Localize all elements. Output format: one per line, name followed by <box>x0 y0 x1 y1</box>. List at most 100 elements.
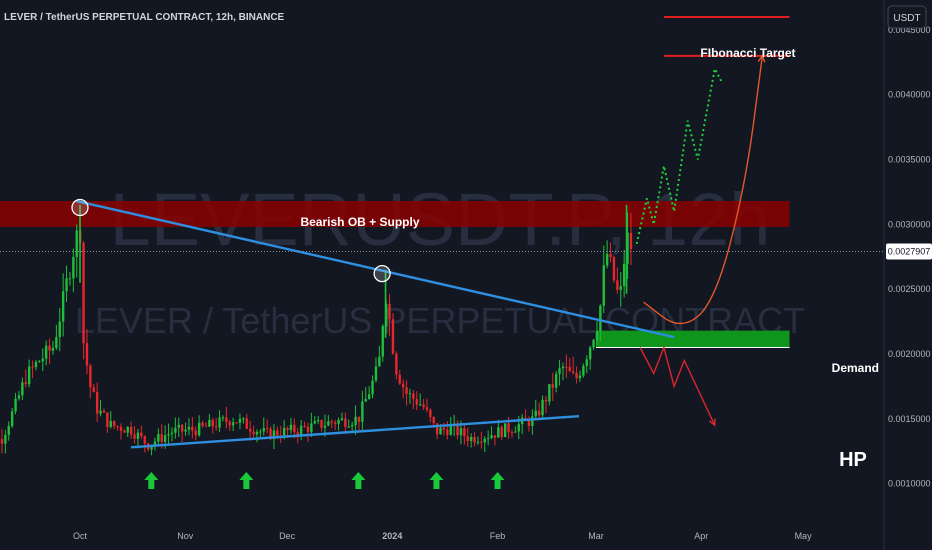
candle-body <box>330 421 333 423</box>
candle-body <box>565 366 568 368</box>
candle <box>531 409 534 435</box>
candle-body <box>626 232 629 264</box>
candle <box>534 399 537 419</box>
candle <box>469 433 473 448</box>
target-label: FIbonacci Target <box>700 46 795 60</box>
candle-body <box>265 428 269 430</box>
candle-body <box>41 358 44 362</box>
candle-body <box>391 319 395 354</box>
candle-body <box>82 243 85 344</box>
candle-body <box>578 375 582 379</box>
supply-zone-label: Bearish OB + Supply <box>300 215 419 229</box>
candle-body <box>323 425 327 428</box>
candle-body <box>204 425 208 427</box>
candle <box>4 430 7 454</box>
curve-projection-path <box>643 55 764 325</box>
candle-body <box>140 432 143 437</box>
current-price-badge: 0.0027907 <box>886 243 932 260</box>
candle <box>605 240 609 269</box>
candle <box>167 423 170 445</box>
candle-body <box>483 438 486 443</box>
candle <box>558 360 561 386</box>
candle-body <box>252 431 255 435</box>
candle-body <box>31 366 34 368</box>
candle <box>133 426 136 444</box>
candle-body <box>123 430 126 433</box>
candle <box>72 248 75 293</box>
candle-body <box>442 427 446 430</box>
candle-body <box>595 331 599 340</box>
candle <box>55 324 58 350</box>
candle-body <box>157 434 160 442</box>
candle <box>446 420 449 440</box>
candle <box>357 416 361 432</box>
candle-body <box>357 416 361 422</box>
candle <box>599 304 602 342</box>
highlight-circle <box>373 264 391 283</box>
candle-body <box>575 372 578 379</box>
candle <box>622 249 626 298</box>
candle-body <box>446 429 449 435</box>
candle-body <box>405 387 408 394</box>
candle-body <box>7 426 10 435</box>
candle <box>592 338 595 351</box>
currency-label[interactable]: USDT <box>893 13 920 24</box>
candle <box>344 412 347 433</box>
candle <box>544 395 548 414</box>
candle-body <box>167 433 170 436</box>
candle <box>21 377 24 400</box>
candle-body <box>184 429 187 432</box>
currency-button[interactable]: USDT <box>887 5 927 29</box>
time-tick-label: Feb <box>490 531 506 541</box>
candle-body <box>507 423 510 433</box>
candle-body <box>112 420 116 427</box>
price-tick-label: 0.0040000 <box>888 90 931 100</box>
candle <box>405 380 408 406</box>
candle <box>337 417 340 431</box>
time-tick-label: Mar <box>588 531 604 541</box>
candle <box>7 421 10 441</box>
candle-body <box>109 420 112 427</box>
candle <box>68 271 72 286</box>
candle <box>350 421 354 432</box>
candle <box>619 272 622 307</box>
candle <box>248 420 252 441</box>
ascending-support-trendline <box>130 414 580 449</box>
candle <box>568 358 571 372</box>
candle <box>313 416 316 425</box>
candle-body <box>163 435 167 442</box>
candle-body <box>85 343 89 366</box>
demand-zone <box>596 330 790 348</box>
candle <box>262 417 265 436</box>
price-tick-label: 0.0010000 <box>888 479 931 489</box>
candle-body <box>425 407 429 410</box>
candle <box>490 426 493 440</box>
candle <box>595 321 599 346</box>
candle-body <box>221 417 225 419</box>
price-axis[interactable]: 0.0045000 0.0040000 0.0035000 0.0030000 0.00… <box>888 25 931 489</box>
time-tick-label: Dec <box>279 531 296 541</box>
candle <box>612 255 616 283</box>
candle-body <box>313 421 316 424</box>
candle <box>10 407 14 428</box>
candle-body <box>242 418 245 420</box>
candle <box>425 398 429 413</box>
candle <box>221 415 225 422</box>
candle <box>330 419 333 429</box>
support-arrow-icon <box>351 472 366 489</box>
candle <box>415 391 418 411</box>
candle <box>112 420 116 430</box>
candle-body <box>548 384 551 402</box>
candle-body <box>401 383 405 388</box>
candle <box>422 399 425 410</box>
time-axis[interactable]: Oct Nov Dec 2024 Feb Mar Apr May <box>73 531 812 541</box>
candle <box>255 429 259 443</box>
candle <box>24 369 27 388</box>
candle-body <box>276 430 279 436</box>
candle-body <box>48 345 51 351</box>
candle-body <box>197 422 201 436</box>
candle-body <box>259 431 262 433</box>
candle-body <box>201 422 204 426</box>
candle-body <box>616 280 619 290</box>
